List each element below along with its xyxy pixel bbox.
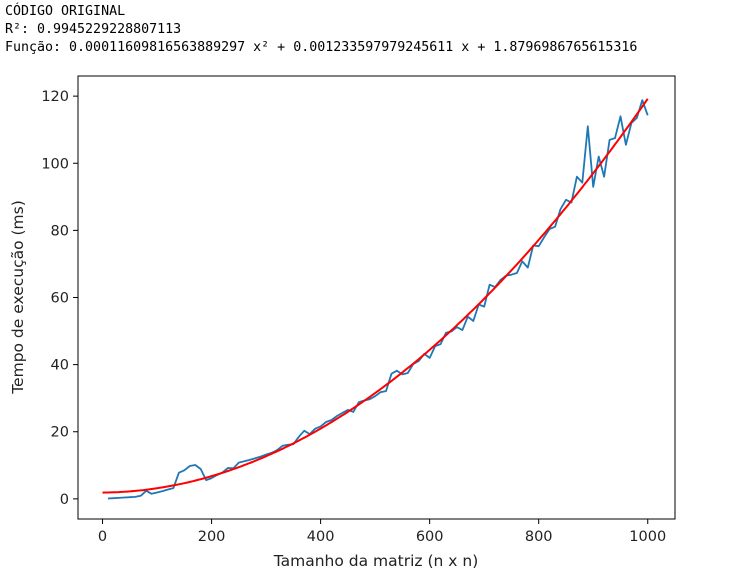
x-tick-label: 600 [416, 529, 444, 545]
y-axis-label: Tempo de execução (ms) [9, 200, 27, 395]
y-tick-label: 80 [51, 223, 69, 239]
y-tick-label: 20 [51, 425, 69, 441]
x-tick-label: 200 [198, 529, 226, 545]
series-group [102, 98, 649, 500]
fit-curve-line [102, 98, 649, 494]
y-tick-label: 40 [51, 358, 69, 374]
x-axis-ticks: 0 200 400 600 800 1000 [98, 519, 666, 545]
x-tick-label: 400 [307, 529, 335, 545]
output-header: CÓDIGO ORIGINAL [5, 4, 126, 19]
x-tick-label: 1000 [629, 529, 666, 545]
r2-line: R²: 0.9945229228807113 [5, 22, 182, 37]
plot-area [77, 75, 676, 520]
output-text: CÓDIGO ORIGINAL R²: 0.9945229228807113 Fun… [5, 3, 637, 57]
y-tick-label: 100 [41, 156, 69, 172]
x-tick-label: 800 [525, 529, 553, 545]
x-axis-label: Tamanho da matriz (n x n) [273, 552, 479, 570]
y-axis-ticks: 0 20 40 60 80 100 120 [41, 89, 78, 508]
function-line: Função: 0.00011609816563889297 x² + 0.00… [5, 40, 638, 55]
x-tick-label: 0 [98, 529, 107, 545]
y-tick-label: 60 [51, 291, 69, 307]
y-tick-label: 0 [60, 492, 69, 508]
y-tick-label: 120 [41, 89, 69, 105]
